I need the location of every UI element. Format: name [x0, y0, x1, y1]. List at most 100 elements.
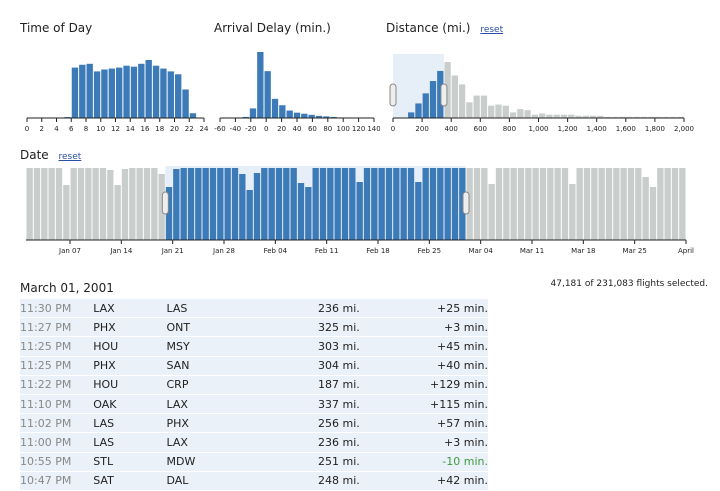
date-bar [165, 187, 173, 240]
flight-delay: +57 min. [359, 413, 488, 434]
distance-bar [575, 115, 582, 118]
list-date-header: March 01, 2001 [20, 281, 114, 295]
date-bar [41, 168, 48, 240]
distance-brush-handle-right[interactable] [440, 83, 448, 107]
distance-chart[interactable]: 0 200 400 600 800 1,000 1,200 1,400 1,600 1,800 2,… [384, 38, 704, 168]
flight-destination: MDW [166, 452, 248, 472]
date-reset-link[interactable]: reset [58, 152, 82, 162]
date-bar [620, 168, 627, 240]
date-bar [510, 168, 517, 240]
flight-time: 11:25 PM [20, 336, 94, 357]
flight-time: 11:00 PM [20, 432, 94, 453]
distance-bar [495, 104, 502, 118]
distance-tick-label: 1,200 [558, 125, 578, 133]
date-tick-label: Jan 21 [161, 247, 184, 255]
date-title-text: Date [20, 148, 49, 162]
time-of-day-bar [71, 67, 79, 118]
flight-origin: LAS [93, 432, 167, 453]
distance-bar [429, 81, 437, 118]
time-of-day-tick-label: 14 [126, 125, 135, 133]
time-of-day-chart[interactable]: 0 2 4 6 8 10 12 14 16 18 20 22 24 [20, 38, 220, 168]
flight-origin: SAT [93, 471, 167, 491]
time-of-day-bar [138, 63, 145, 118]
date-bar [649, 187, 657, 240]
date-bar [378, 168, 385, 240]
arrival-delay-tick-label: 0 [264, 125, 268, 133]
date-bar [334, 168, 341, 240]
distance-bar [633, 116, 640, 118]
flight-delay: +40 min. [359, 356, 488, 376]
date-bar [363, 168, 371, 240]
selected-count: 47,181 of 231,083 flights selected. [550, 279, 708, 289]
flight-list: March 01, 2001 11:30 PM LAX LAS 236 mi. +25 … [20, 281, 490, 491]
distance-bar [648, 116, 655, 118]
date-chart[interactable]: Jan 07 Jan 14 Jan 21 Jan 28 Feb 04 Feb 11 Feb … [12, 162, 712, 262]
date-bar [664, 168, 671, 240]
date-tick-label: Mar 25 [622, 247, 646, 255]
date-bar [503, 168, 510, 240]
distance-bar [640, 116, 648, 118]
date-bar [70, 168, 77, 240]
distance-bar [677, 116, 684, 118]
distance-tick-label: 600 [474, 125, 487, 133]
date-bar [561, 168, 569, 240]
distance-brush-handle-left[interactable] [389, 83, 397, 107]
date-bar [305, 187, 312, 240]
arrival-delay-bar [308, 114, 315, 118]
date-bar [356, 182, 363, 240]
flight-row: 11:10 PM OAK LAX 337 mi. +115 min. [20, 394, 488, 415]
time-of-day-tick-label: 0 [25, 125, 29, 133]
date-bar [99, 168, 107, 240]
date-bar [319, 168, 327, 240]
time-of-day-bar [93, 71, 101, 118]
date-bar [33, 168, 41, 240]
distance-tick-label: 1,000 [528, 125, 548, 133]
date-bar [444, 168, 451, 240]
arrival-delay-tick-label: -40 [230, 125, 241, 133]
arrival-delay-chart[interactable]: -60 -40 -20 0 20 40 60 80 100 120 140 [210, 38, 380, 168]
date-bar [107, 170, 114, 240]
distance-bar [604, 116, 611, 118]
arrival-delay-bar [286, 110, 293, 118]
flight-row: 11:30 PM LAX LAS 236 mi. +25 min. [20, 299, 488, 319]
date-bar [657, 168, 664, 240]
distance-tick-label: 800 [503, 125, 516, 133]
date-bar [547, 168, 554, 240]
date-bar [143, 168, 151, 240]
date-tick-label: Feb 04 [264, 247, 288, 255]
distance-title: Distance (mi.) reset [386, 21, 503, 35]
date-bar [327, 168, 334, 240]
date-brush-handle-right[interactable] [462, 191, 470, 215]
distance-bar [408, 112, 415, 118]
distance-bar [568, 114, 575, 118]
date-bar [246, 190, 253, 240]
arrival-delay-tick-label: 120 [352, 125, 365, 133]
flight-destination: SAN [166, 356, 248, 376]
distance-tick-label: 2,000 [674, 125, 694, 133]
distance-reset-link[interactable]: reset [480, 25, 504, 35]
distance-tick-label: 400 [445, 125, 458, 133]
distance-bar [509, 112, 517, 118]
flight-delay: -10 min. [359, 452, 488, 472]
arrival-delay-bar [249, 108, 257, 118]
date-bar [635, 168, 642, 240]
flight-time: 11:10 PM [20, 394, 94, 415]
date-bar [539, 168, 547, 240]
time-of-day-tick-label: 22 [185, 125, 194, 133]
arrival-delay-bar [315, 115, 323, 118]
flight-delay: +45 min. [359, 336, 488, 357]
date-bar [569, 184, 576, 240]
date-bar [393, 168, 400, 240]
date-bar [525, 168, 532, 240]
arrival-delay-tick-label: 140 [367, 125, 380, 133]
date-brush-handle-left[interactable] [161, 191, 169, 215]
distance-bar [560, 114, 568, 118]
date-tick-label: Jan 07 [58, 247, 81, 255]
date-bar [671, 168, 679, 240]
date-bar [312, 168, 319, 240]
time-of-day-bar [160, 68, 167, 118]
date-bar [195, 168, 202, 240]
date-bar [77, 168, 85, 240]
flight-delay: +3 min. [359, 432, 488, 453]
flight-time: 11:22 PM [20, 375, 94, 395]
